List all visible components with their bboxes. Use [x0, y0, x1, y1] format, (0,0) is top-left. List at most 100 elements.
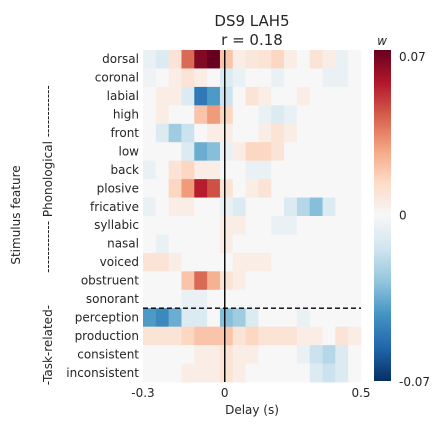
- heatmap-cell: [207, 142, 221, 162]
- heatmap-cell: [207, 289, 221, 309]
- heatmap-cell: [219, 179, 234, 198]
- heatmap-cell: [155, 363, 170, 383]
- heatmap-cell: [245, 326, 259, 346]
- heatmap-cell: [194, 68, 208, 88]
- chart-title: DS9 LAH5: [214, 12, 289, 30]
- heatmap-cell: [181, 252, 195, 272]
- heatmap-cell: [232, 68, 246, 88]
- heatmap-cell: [219, 289, 234, 309]
- heatmap-cell: [284, 105, 298, 125]
- heatmap-cell: [271, 86, 285, 106]
- heatmap-cell: [335, 50, 349, 69]
- row-label: production: [75, 329, 139, 343]
- heatmap-cell: [309, 50, 323, 69]
- heatmap-cell: [309, 142, 323, 162]
- heatmap-cell: [207, 123, 221, 143]
- heatmap-cell: [296, 216, 311, 235]
- heatmap-cell: [194, 142, 208, 162]
- heatmap-cell: [309, 179, 323, 198]
- heatmap-cell: [194, 50, 208, 69]
- heatmap-cell: [258, 197, 272, 217]
- heatmap-cell: [245, 105, 259, 125]
- heatmap-cell: [309, 308, 323, 328]
- heatmap-cell: [181, 326, 195, 346]
- heatmap-cell: [181, 68, 195, 88]
- heatmap-cell: [155, 86, 170, 106]
- heatmap-cell: [348, 179, 362, 198]
- heatmap-cell: [296, 160, 311, 180]
- heatmap-cell: [271, 234, 285, 254]
- heatmap-cell: [296, 68, 311, 88]
- heatmap-cell: [258, 234, 272, 254]
- heatmap-cell: [258, 289, 272, 309]
- heatmap-cell: [194, 86, 208, 106]
- heatmap-cell: [335, 289, 349, 309]
- heatmap-cell: [155, 308, 170, 328]
- row-labels: dorsal coronal labial high front low back plosi…: [66, 52, 139, 380]
- heatmap-cell: [335, 123, 349, 143]
- heatmap-cell: [168, 179, 182, 198]
- heatmap-cell: [296, 252, 311, 272]
- heatmap-cell: [271, 326, 285, 346]
- heatmap-cell: [143, 160, 157, 180]
- row-label: back: [110, 163, 139, 177]
- heatmap-cell: [271, 68, 285, 88]
- heatmap-cell: [181, 345, 195, 364]
- heatmap-cell: [335, 216, 349, 235]
- heatmap-cell: [155, 252, 170, 272]
- heatmap-cell: [245, 216, 259, 235]
- heatmap-cell: [309, 160, 323, 180]
- heatmap-cell: [348, 50, 362, 69]
- heatmap-cell: [194, 308, 208, 328]
- heatmap-cell: [181, 50, 195, 69]
- x-tick-label: -0.3: [131, 386, 154, 400]
- heatmap-cell: [219, 68, 234, 88]
- heatmap-cell: [296, 234, 311, 254]
- heatmap-cell: [232, 160, 246, 180]
- heatmap-cell: [219, 142, 234, 162]
- heatmap-cell: [271, 345, 285, 364]
- heatmap-cell: [181, 142, 195, 162]
- heatmap-cell: [245, 271, 259, 291]
- heatmap-cell: [348, 345, 362, 364]
- heatmap-cell: [245, 289, 259, 309]
- heatmap-cell: [348, 234, 362, 254]
- heatmap-cell: [232, 326, 246, 346]
- heatmap-cell: [168, 142, 182, 162]
- heatmap-cell: [309, 105, 323, 125]
- heatmap-cell: [219, 326, 234, 346]
- row-label: fricative: [90, 200, 139, 214]
- heatmap-cell: [296, 123, 311, 143]
- x-axis-label: Delay (s): [225, 403, 279, 417]
- heatmap-cell: [181, 271, 195, 291]
- heatmap-cell: [284, 179, 298, 198]
- heatmap-cell: [245, 50, 259, 69]
- heatmap-cell: [296, 345, 311, 364]
- heatmap-cell: [296, 289, 311, 309]
- heatmap-cell: [271, 160, 285, 180]
- heatmap-cell: [284, 142, 298, 162]
- heatmap-cell: [348, 289, 362, 309]
- heatmap-cell: [143, 345, 157, 364]
- heatmap-cell: [219, 363, 234, 383]
- heatmap-cell: [348, 252, 362, 272]
- heatmap-cell: [143, 123, 157, 143]
- heatmap-cell: [155, 345, 170, 364]
- heatmap-cell: [207, 86, 221, 106]
- heatmap-cell: [296, 105, 311, 125]
- heatmap-cell: [232, 50, 246, 69]
- heatmap-cell: [207, 179, 221, 198]
- heatmap-cell: [155, 234, 170, 254]
- heatmap-cell: [143, 289, 157, 309]
- heatmap-cell: [296, 86, 311, 106]
- heatmap-cell: [168, 105, 182, 125]
- colorbar-label: w: [377, 34, 387, 48]
- heatmap-cell: [232, 308, 246, 328]
- colorbar-tick-label: -0.07: [399, 375, 430, 389]
- heatmap-cell: [194, 216, 208, 235]
- heatmap-cell: [348, 160, 362, 180]
- heatmap-cells: [143, 50, 362, 383]
- heatmap-cell: [348, 105, 362, 125]
- row-label: dorsal: [102, 52, 139, 66]
- heatmap-cell: [284, 363, 298, 383]
